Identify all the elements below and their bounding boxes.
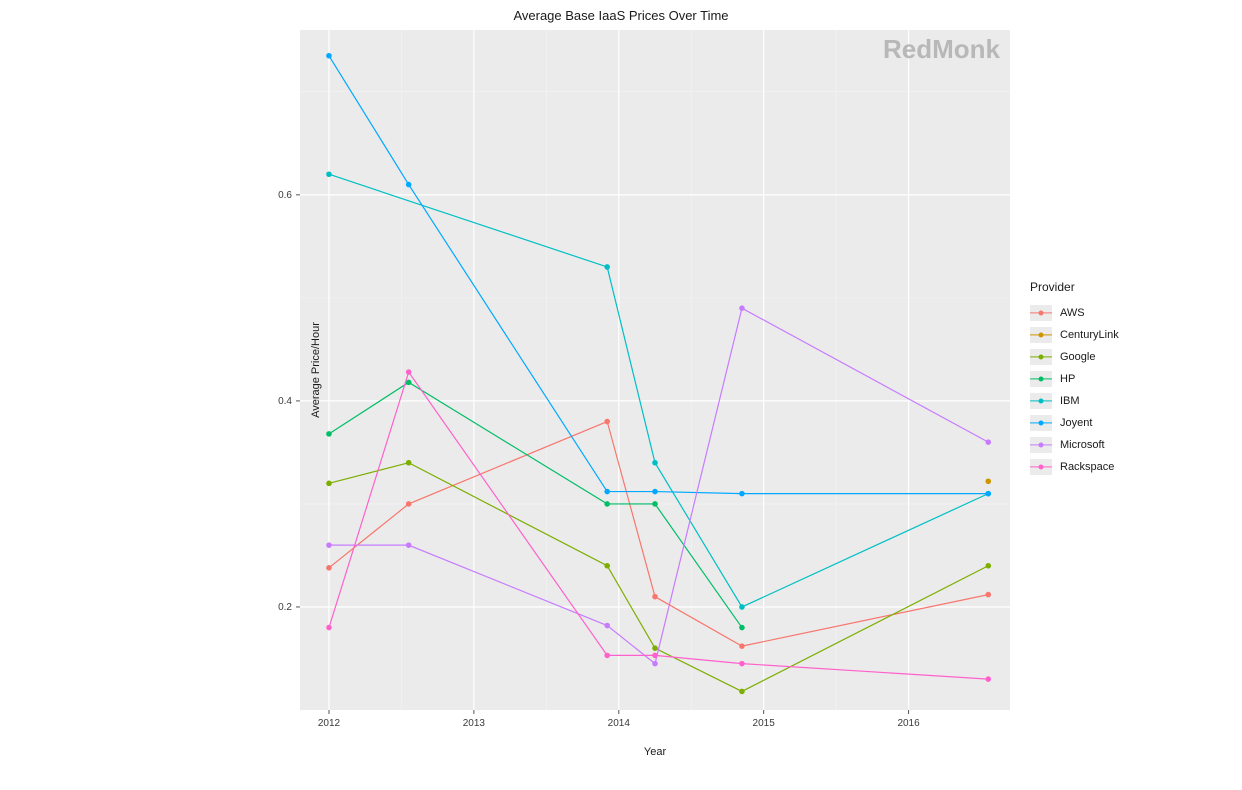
series-point-microsoft — [605, 623, 610, 628]
series-point-aws — [327, 566, 332, 571]
series-point-rackspace — [327, 625, 332, 630]
series-point-joyent — [653, 489, 658, 494]
series-point-microsoft — [653, 661, 658, 666]
series-point-rackspace — [605, 653, 610, 658]
chart-panel: RedMonk 20122013201420152016 0.20.40.6 — [300, 30, 1010, 730]
series-point-ibm — [740, 605, 745, 610]
y-axis-title-wrap: Average Price/Hour — [268, 30, 292, 710]
legend-swatch — [1030, 305, 1052, 321]
legend-item-microsoft: Microsoft — [1030, 434, 1190, 456]
legend-item-aws: AWS — [1030, 302, 1190, 324]
legend-swatch — [1030, 371, 1052, 387]
series-point-rackspace — [740, 661, 745, 666]
legend-label: HP — [1060, 373, 1075, 385]
legend-label: Google — [1060, 351, 1095, 363]
series-point-ibm — [327, 172, 332, 177]
series-point-google — [653, 646, 658, 651]
series-point-rackspace — [986, 677, 991, 682]
series-point-hp — [406, 380, 411, 385]
series-point-joyent — [406, 182, 411, 187]
legend-swatch — [1030, 349, 1052, 365]
series-point-aws — [653, 594, 658, 599]
series-point-joyent — [327, 53, 332, 58]
x-tick-label: 2012 — [318, 718, 341, 729]
legend-label: IBM — [1060, 395, 1080, 407]
legend-swatch — [1030, 459, 1052, 475]
x-tick-label: 2016 — [897, 718, 920, 729]
x-tick-label: 2015 — [753, 718, 776, 729]
legend-item-ibm: IBM — [1030, 390, 1190, 412]
series-point-aws — [605, 419, 610, 424]
legend-label: CenturyLink — [1060, 329, 1119, 341]
series-point-google — [406, 460, 411, 465]
series-point-joyent — [605, 489, 610, 494]
series-point-joyent — [986, 491, 991, 496]
legend-item-rackspace: Rackspace — [1030, 456, 1190, 478]
watermark-text: RedMonk — [883, 34, 1001, 64]
panel-background — [300, 30, 1010, 710]
legend-label: Microsoft — [1060, 439, 1105, 451]
series-point-rackspace — [653, 653, 658, 658]
series-point-joyent — [740, 491, 745, 496]
legend-swatch — [1030, 437, 1052, 453]
series-point-hp — [740, 625, 745, 630]
series-point-ibm — [605, 265, 610, 270]
legend-label: Joyent — [1060, 417, 1092, 429]
legend-title: Provider — [1030, 280, 1190, 294]
legend-swatch — [1030, 327, 1052, 343]
legend-item-centurylink: CenturyLink — [1030, 324, 1190, 346]
legend-label: AWS — [1060, 307, 1085, 319]
series-point-google — [986, 563, 991, 568]
x-tick-label: 2013 — [463, 718, 486, 729]
series-point-hp — [653, 502, 658, 507]
series-point-microsoft — [740, 306, 745, 311]
series-point-centurylink — [986, 479, 991, 484]
chart-title: Average Base IaaS Prices Over Time — [0, 8, 1242, 23]
legend-item-joyent: Joyent — [1030, 412, 1190, 434]
series-point-microsoft — [986, 440, 991, 445]
series-point-hp — [605, 502, 610, 507]
legend-item-hp: HP — [1030, 368, 1190, 390]
series-point-ibm — [653, 460, 658, 465]
legend-item-google: Google — [1030, 346, 1190, 368]
series-point-google — [740, 689, 745, 694]
y-axis-title: Average Price/Hour — [310, 322, 322, 418]
series-point-microsoft — [406, 543, 411, 548]
legend-label: Rackspace — [1060, 461, 1114, 473]
x-axis-title: Year — [300, 746, 1010, 758]
chart-svg: RedMonk 20122013201420152016 0.20.40.6 — [300, 30, 1010, 730]
legend-swatch — [1030, 415, 1052, 431]
x-tick-label: 2014 — [608, 718, 631, 729]
series-point-aws — [740, 644, 745, 649]
series-point-aws — [986, 592, 991, 597]
series-point-aws — [406, 502, 411, 507]
series-point-google — [327, 481, 332, 486]
series-point-hp — [327, 432, 332, 437]
legend-swatch — [1030, 393, 1052, 409]
series-point-rackspace — [406, 370, 411, 375]
legend: Provider AWS CenturyLink Google HP IBM Joyent… — [1030, 280, 1190, 478]
series-point-microsoft — [327, 543, 332, 548]
series-point-google — [605, 563, 610, 568]
